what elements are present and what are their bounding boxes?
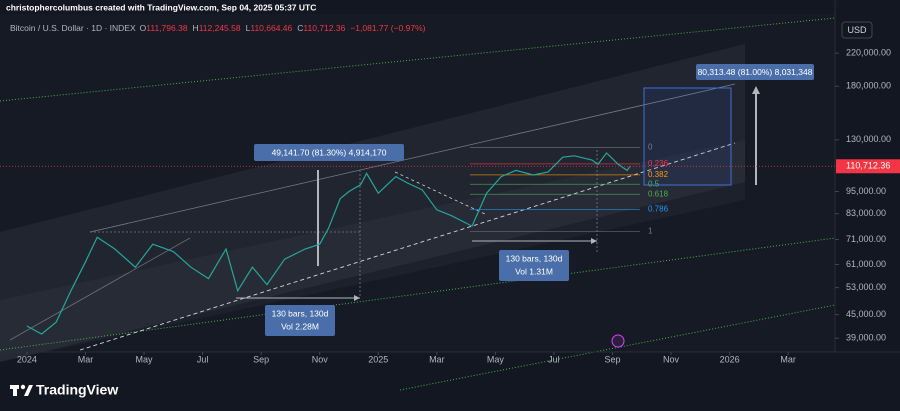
x-tick-label: 2026 (720, 354, 740, 364)
bars-label: 130 bars, 130d (272, 308, 329, 318)
last-price-label: 110,712.36 (846, 161, 890, 171)
event-icon[interactable] (611, 334, 625, 348)
ohlc-key: L (246, 23, 251, 33)
channel-lower-line (79, 142, 736, 351)
bars-label: 130 bars, 130d (506, 253, 563, 263)
ohlc-value: 111,796.38 (146, 23, 188, 33)
y-tick-label: 130,000.00 (846, 134, 891, 144)
ohlc-value: 112,245.58 (199, 23, 241, 33)
x-tick-label: Mar (429, 354, 445, 364)
label-box (499, 250, 569, 281)
y-tick-label: 71,000.00 (846, 234, 886, 244)
correction-line (394, 171, 486, 215)
logo-part (24, 385, 33, 396)
brand-logo (10, 384, 33, 396)
ohlc-key: C (297, 23, 303, 33)
trend-line-top (0, 17, 836, 102)
price-line (26, 152, 631, 335)
ohlc-key: O (140, 23, 147, 33)
symbol: Bitcoin / U.S. Dollar · 1D · INDEX (10, 23, 136, 33)
label-box (254, 144, 404, 161)
y-tick-label: 83,000.00 (846, 208, 886, 218)
ohlc-key: H (193, 23, 199, 33)
ohlc-value: 110,712.36 (303, 23, 345, 33)
logo-part (20, 384, 26, 390)
last-price-tag (836, 159, 900, 174)
measure-label: 49,141.70 (81.30%) 4,914,170 (272, 147, 387, 157)
x-tick-label: May (487, 354, 505, 364)
y-tick-label: 53,000.00 (846, 282, 886, 292)
x-tick-label: 2025 (368, 354, 388, 364)
x-tick-label: 2024 (17, 354, 37, 364)
x-tick-label: May (136, 354, 154, 364)
y-tick-label: 45,000.00 (846, 309, 886, 319)
ohlc-value: 110,664.46 (250, 23, 292, 33)
x-tick-label: Mar (78, 354, 94, 364)
fib-label: 0.786 (648, 205, 669, 214)
x-tick-label: Mar (780, 354, 796, 364)
y-tick-label: 220,000.00 (846, 48, 891, 58)
credit: christophercolumbus created with Trading… (6, 2, 316, 12)
x-tick-label: Sep (604, 354, 620, 364)
x-tick-label: Jul (548, 354, 560, 364)
trend-line-middle (0, 237, 836, 351)
x-tick-label: Sep (253, 354, 269, 364)
currency-label: USD (847, 25, 867, 35)
arrow-head (591, 238, 597, 244)
fib-label: 1 (648, 227, 653, 236)
label-box (696, 64, 814, 80)
currency-box[interactable] (841, 21, 873, 39)
fib-label: 0.382 (648, 170, 669, 179)
y-tick-label: 61,000.00 (846, 259, 886, 269)
fib-label: 0 (648, 143, 653, 152)
x-tick-label: Nov (663, 354, 680, 364)
arrow-head (752, 86, 760, 94)
measure-label: 80,313.48 (81.00%) 8,031,348 (698, 67, 813, 77)
vol-label: Vol 2.28M (281, 321, 319, 331)
fib-label: 0.618 (648, 189, 669, 198)
fib-label: 0.236 (648, 159, 669, 168)
plot-area (0, 14, 835, 352)
rise-line (9, 237, 191, 341)
y-tick-label: 180,000.00 (846, 81, 891, 91)
label-box (265, 305, 335, 336)
change: −1,081.77 (−0.97%) (350, 23, 425, 33)
trend-line-bottom (399, 304, 836, 391)
channel-band (0, 44, 745, 362)
symbol-header: Bitcoin / U.S. Dollar · 1D · INDEX O111,7… (10, 23, 426, 33)
x-tick-label: Nov (312, 354, 329, 364)
brand: TradingView (36, 382, 118, 398)
projection-box (643, 87, 732, 186)
logo-part (13, 385, 17, 396)
fib-label: 0.5 (648, 179, 660, 188)
y-tick-label: 39,000.00 (846, 333, 886, 343)
vol-label: Vol 1.31M (515, 266, 553, 276)
arrow-head (354, 295, 360, 301)
x-tick-label: Jul (197, 354, 209, 364)
channel-upper-line (89, 83, 736, 233)
y-tick-label: 95,000.00 (846, 186, 886, 196)
